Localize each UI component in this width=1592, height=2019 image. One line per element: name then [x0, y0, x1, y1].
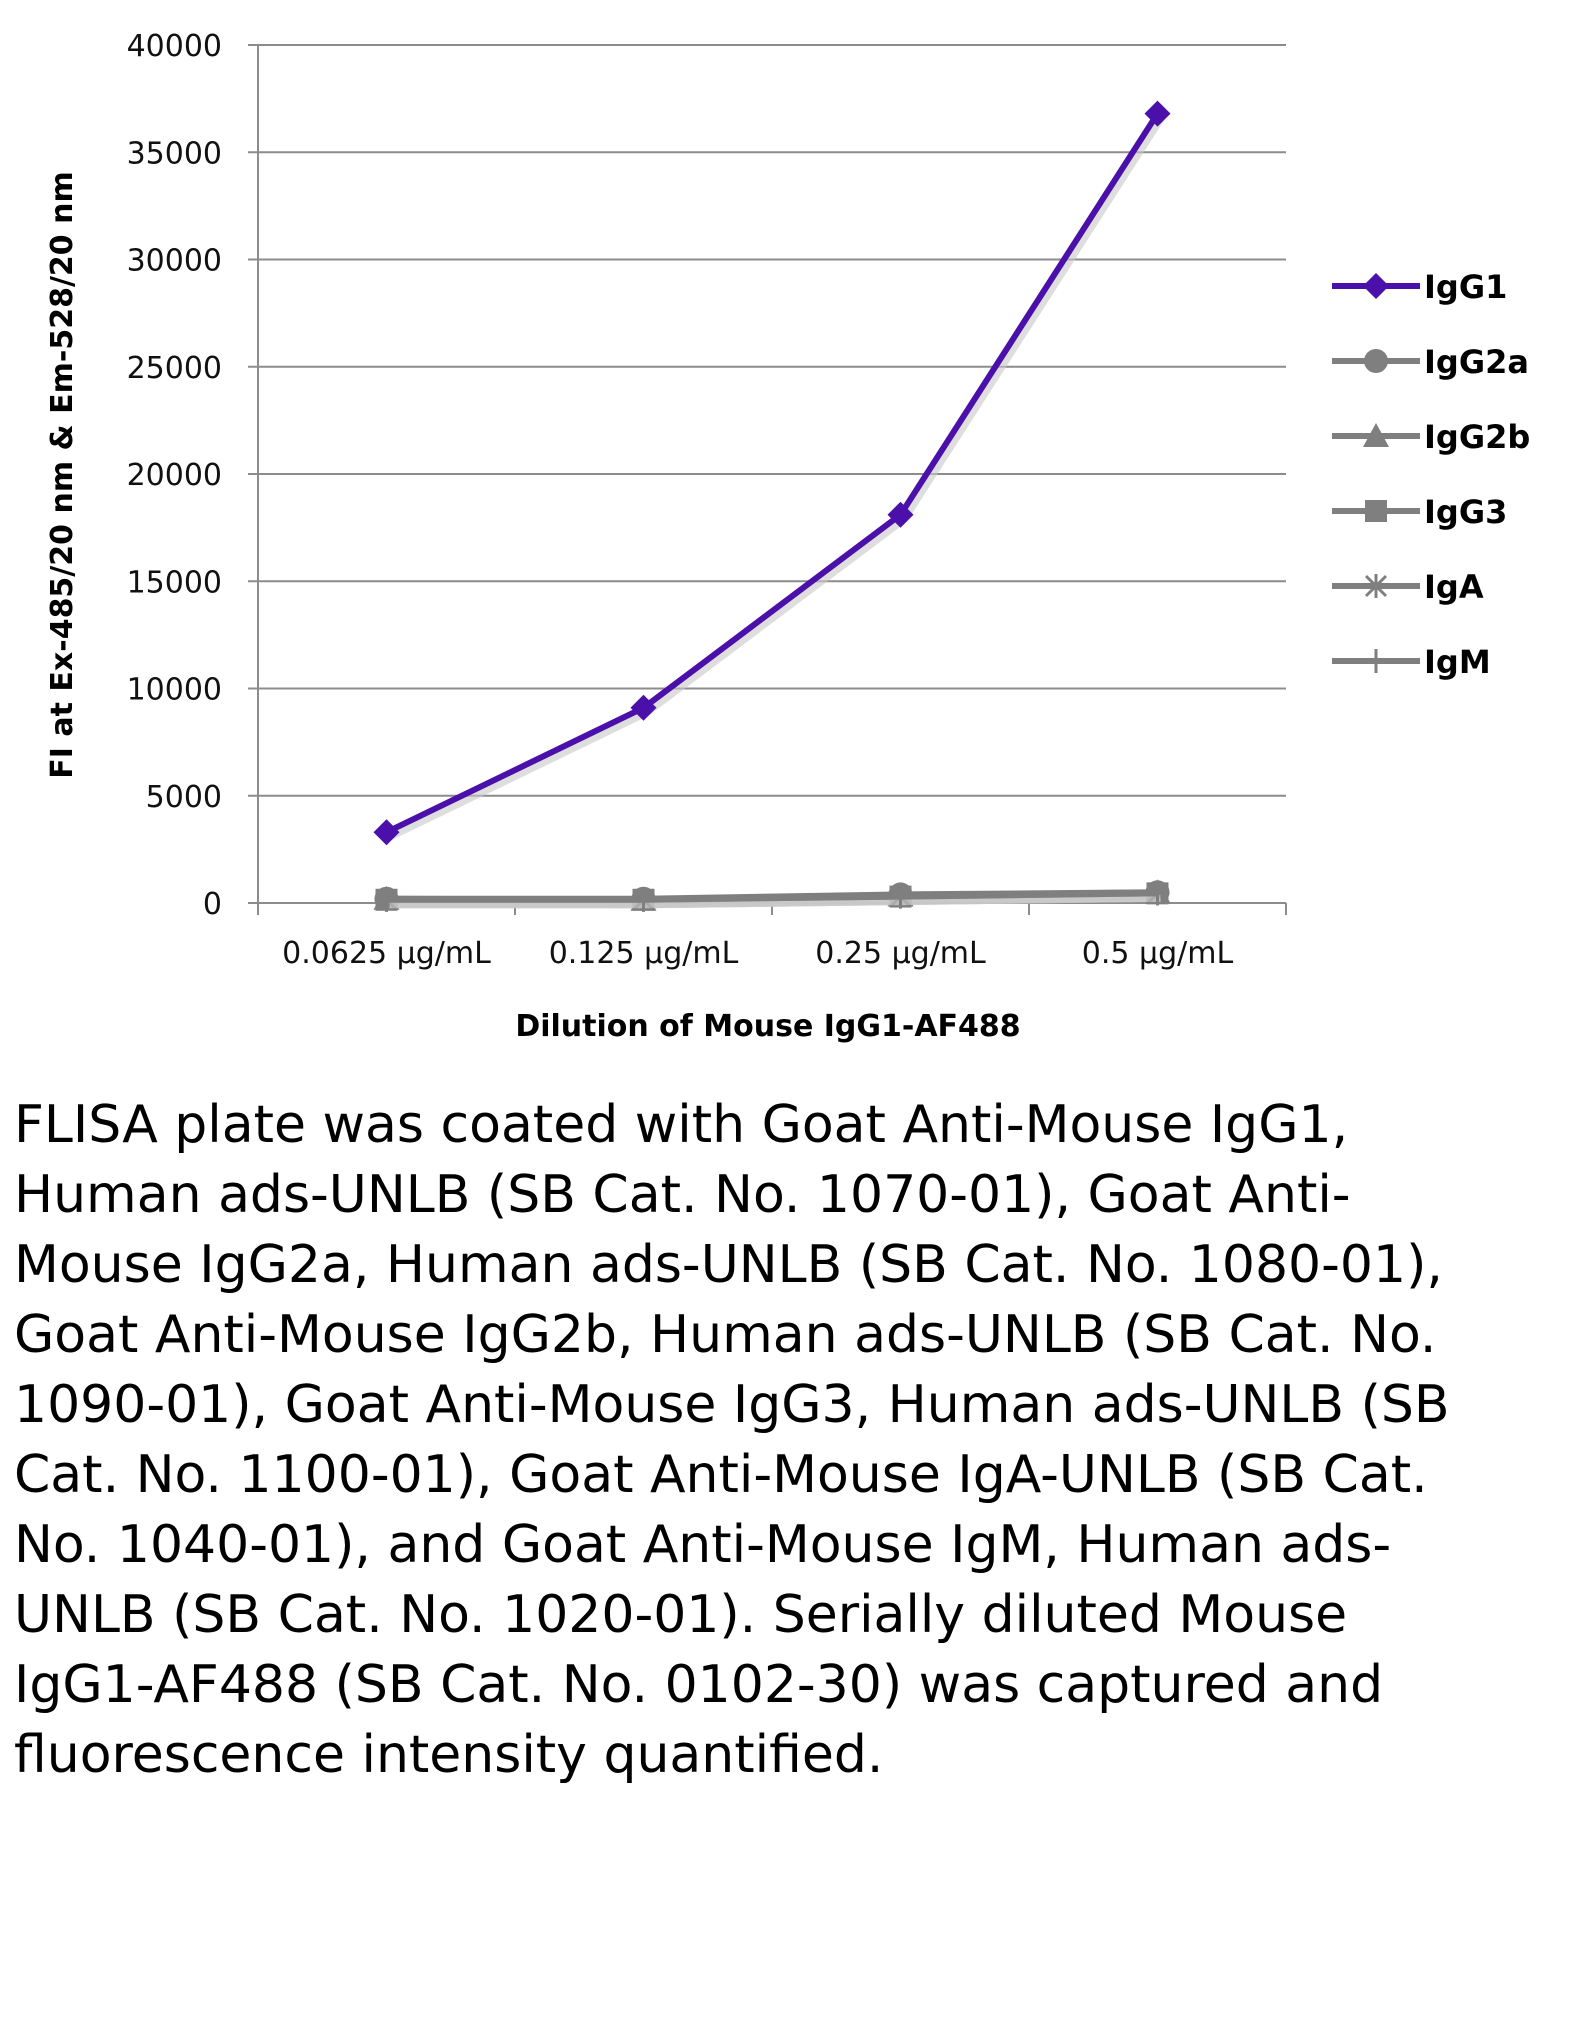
series-igm: [374, 881, 1170, 912]
data-point-igm: [631, 887, 656, 912]
data-point-igg1: [373, 819, 400, 846]
axes: [248, 44, 1287, 915]
legend-marker-igm: [1364, 649, 1388, 673]
legend-marker-igg1: [1363, 273, 1389, 299]
data-point-igm: [1145, 881, 1170, 906]
x-tick-label: 0.25 µg/mL: [815, 936, 986, 971]
data-point-igm: [888, 884, 913, 909]
y-tick-label: 35000: [127, 136, 222, 171]
x-tick-label: 0.125 µg/mL: [549, 936, 739, 971]
y-tick-label: 30000: [127, 244, 222, 279]
legend-item-iga: IgA: [1332, 568, 1484, 606]
legend-marker-igg3: [1365, 500, 1387, 522]
legend-marker-igg2a: [1364, 349, 1388, 373]
y-tick-label: 40000: [127, 29, 222, 64]
legend-label-igg1: IgG1: [1424, 268, 1507, 306]
x-tick-label: 0.5 µg/mL: [1082, 936, 1234, 971]
x-tick-labels: 0.0625 µg/mL 0.125 µg/mL 0.25 µg/mL 0.5 µg/…: [282, 936, 1233, 971]
y-tick-label: 25000: [127, 351, 222, 386]
series-line-igg1: [385, 112, 1161, 835]
legend-item-igg3: IgG3: [1332, 493, 1507, 531]
y-tick-label: 15000: [127, 565, 222, 600]
legend-label-iga: IgA: [1424, 568, 1484, 606]
series-line-shadow-igg1: [387, 115, 1165, 841]
line-chart: 0 5000 10000 15000 20000 25000 30000 35000 40000…: [45, 29, 1530, 1044]
data-point-igg1: [887, 501, 914, 528]
legend-item-igm: IgM: [1332, 643, 1491, 681]
legend-label-igg3: IgG3: [1424, 493, 1507, 531]
legend-label-igg2a: IgG2a: [1424, 343, 1529, 381]
legend-label-igm: IgM: [1424, 643, 1491, 681]
series-line-igm: [386, 890, 1158, 903]
series-group: [373, 100, 1171, 912]
y-tick-label: 0: [203, 887, 222, 922]
figure-caption: FLISA plate was coated with Goat Anti-Mo…: [14, 1095, 1450, 1785]
legend-item-igg2b: IgG2b: [1332, 418, 1530, 456]
legend-marker-igg2b: [1363, 423, 1389, 447]
legend-label-igg2b: IgG2b: [1424, 418, 1530, 456]
data-point-igg1: [1144, 100, 1171, 127]
y-tick-label: 5000: [146, 780, 222, 815]
series-line-shadow-igm: [389, 892, 1161, 909]
legend-item-igg2a: IgG2a: [1332, 343, 1529, 381]
y-tick-labels: 0 5000 10000 15000 20000 25000 30000 35000 40000: [127, 29, 222, 922]
data-point-igg1: [630, 694, 657, 721]
y-axis-title: FI at Ex-485/20 nm & Em-528/20 nm: [45, 171, 80, 778]
series-igg1: [373, 100, 1171, 846]
legend-item-igg1: IgG1: [1332, 268, 1507, 306]
y-tick-label: 20000: [127, 458, 222, 493]
x-axis-title: Dilution of Mouse IgG1-AF488: [515, 1009, 1020, 1044]
legend: IgG1 IgG2a IgG2b IgG3 IgA IgM: [1332, 268, 1530, 681]
legend-marker-iga: [1364, 574, 1388, 598]
y-tick-label: 10000: [127, 673, 222, 708]
gridlines: [258, 44, 1286, 797]
data-point-igm: [374, 887, 399, 912]
x-tick-label: 0.0625 µg/mL: [282, 936, 491, 971]
